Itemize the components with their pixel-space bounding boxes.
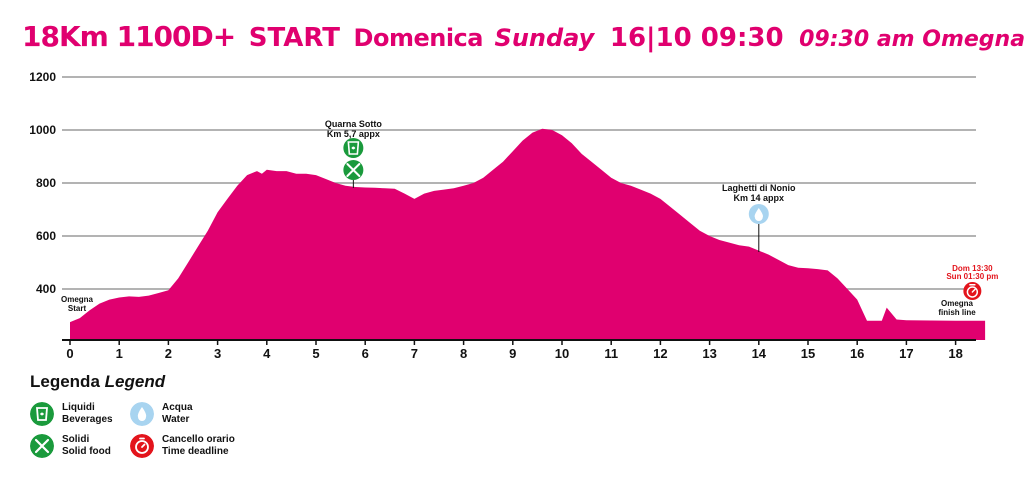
x-tick-label: 1	[116, 346, 123, 361]
legend-label-it: Solidi	[62, 434, 90, 445]
deadline-time-it: Dom 13:30	[952, 264, 993, 273]
x-tick-label: 14	[752, 346, 767, 361]
legend-label-en: Solid food	[62, 446, 111, 457]
title-day-en: Sunday	[494, 24, 595, 52]
legend-title: Legenda Legend	[30, 372, 165, 392]
x-tick-label: 3	[214, 346, 221, 361]
food-icon	[30, 434, 54, 458]
y-tick-label: 400	[36, 282, 56, 296]
title-day-it: Domenica	[353, 24, 484, 52]
title-start: START	[248, 23, 340, 53]
title-date-time: 16|10 09:30	[609, 23, 784, 53]
x-tick-label: 17	[899, 346, 913, 361]
legend-label-en: Beverages	[62, 414, 113, 425]
x-tick-label: 9	[509, 346, 516, 361]
food-icon	[343, 160, 364, 180]
title-distance: 18Km 1100D+	[22, 20, 236, 53]
x-tick-label: 6	[362, 346, 369, 361]
x-tick-label: 18	[948, 346, 962, 361]
aid-station-km: Km 14 appx	[734, 193, 785, 203]
x-tick-label: 12	[653, 346, 667, 361]
deadline-icon	[963, 282, 982, 300]
deadline-icon	[130, 434, 154, 458]
legend-label-en: Water	[162, 414, 190, 425]
legend-title-it: Legenda	[30, 372, 100, 391]
title-time-place-en: 09:30 am Omegna	[799, 27, 1024, 52]
x-tick-label: 16	[850, 346, 864, 361]
legend-label-it: Cancello orario	[162, 434, 235, 445]
x-tick-label: 7	[411, 346, 418, 361]
chart-title: 18Km 1100D+ START Domenica Sunday 16|10 …	[22, 20, 1024, 60]
legend-label-en: Time deadline	[162, 446, 229, 457]
aid-station-km: Km 5,7 appx	[327, 129, 380, 139]
x-tick-label: 2	[165, 346, 172, 361]
y-axis-ticks: 400 600 800 1000 1200	[29, 70, 56, 296]
endpoint-label: Omegna	[941, 299, 974, 308]
x-tick-label: 11	[604, 346, 618, 361]
legend: Legenda Legend Liquidi Beverages Acqua W…	[30, 370, 330, 480]
beverages-icon	[30, 402, 54, 426]
x-tick-label: 5	[312, 346, 319, 361]
legend-label-it: Liquidi	[62, 402, 95, 413]
endpoint-label: finish line	[938, 308, 976, 317]
x-tick-label: 13	[702, 346, 716, 361]
deadline-time-en: Sun 01:30 pm	[946, 272, 998, 281]
y-tick-label: 1000	[29, 123, 56, 137]
elevation-profile-area	[70, 128, 986, 340]
y-tick-label: 1200	[29, 70, 56, 84]
legend-label-it: Acqua	[162, 402, 193, 413]
aid-station-name: Laghetti di Nonio	[722, 183, 796, 193]
x-tick-label: 10	[555, 346, 569, 361]
aid-station-name: Quarna Sotto	[325, 119, 383, 129]
x-tick-label: 8	[460, 346, 467, 361]
x-tick-label: 4	[263, 346, 271, 361]
x-tick-label: 15	[801, 346, 815, 361]
x-tick-label: 0	[66, 346, 73, 361]
y-tick-label: 600	[36, 229, 56, 243]
elevation-chart: 0 1 2 3 4 5 6 7 8 9 10 11 12 13 14 15 16 17 18 40060080010…	[29, 70, 998, 361]
endpoint-label: Start	[68, 304, 87, 313]
y-tick-label: 800	[36, 176, 56, 190]
water-icon	[748, 204, 769, 224]
beverages-icon	[343, 138, 364, 158]
x-axis-ticks: 0 1 2 3 4 5 6 7 8 9 10 11 12 13 14 15 16 17 18	[66, 340, 963, 361]
endpoint-label: Omegna	[61, 295, 94, 304]
water-icon	[130, 402, 154, 426]
legend-title-en: Legend	[104, 372, 166, 391]
